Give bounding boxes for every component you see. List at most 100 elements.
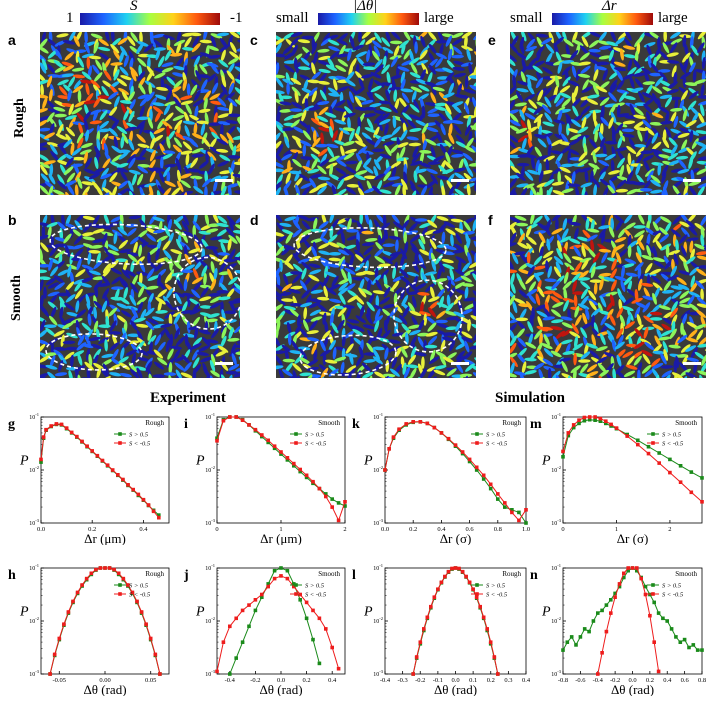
particle	[524, 154, 537, 159]
particle	[117, 226, 128, 236]
particle	[293, 126, 305, 134]
particle	[394, 98, 400, 111]
particle	[535, 293, 541, 306]
particle	[578, 61, 591, 66]
particle	[448, 132, 455, 145]
particle	[434, 365, 447, 370]
data-point	[700, 476, 704, 480]
particle	[292, 112, 305, 119]
particle	[40, 147, 48, 151]
particle	[561, 360, 568, 373]
colorbar-left-label: 1	[66, 10, 74, 26]
particle	[233, 287, 240, 296]
particle	[427, 161, 441, 165]
particle	[616, 307, 624, 319]
micrograph-dtheta-smooth	[276, 215, 476, 378]
y-axis-label: P	[19, 605, 29, 620]
particle	[616, 79, 625, 91]
particle	[619, 130, 626, 142]
particle	[588, 48, 601, 53]
particle	[546, 190, 552, 195]
particle	[311, 42, 317, 55]
particle	[310, 153, 321, 163]
particle	[374, 248, 384, 258]
particle	[610, 111, 617, 124]
x-axis-label: Δr (μm)	[84, 531, 126, 545]
particle	[626, 145, 637, 155]
particle	[383, 274, 388, 287]
particle	[455, 342, 467, 350]
particle	[83, 151, 88, 164]
particle	[300, 357, 311, 365]
particle	[299, 328, 309, 338]
particle	[186, 294, 191, 308]
particle	[40, 84, 44, 97]
particle	[635, 153, 644, 164]
particle	[655, 45, 662, 58]
particle	[629, 103, 636, 116]
particle	[525, 45, 538, 52]
particle	[628, 138, 636, 149]
particle	[435, 80, 448, 86]
particle	[309, 173, 322, 179]
particle	[438, 112, 448, 123]
particle	[454, 172, 466, 180]
particle	[683, 185, 688, 195]
particle	[539, 332, 543, 346]
particle	[139, 105, 145, 118]
y-tick-label: 10-3	[373, 518, 383, 527]
particle	[460, 275, 472, 283]
particle	[466, 166, 474, 177]
particle	[415, 168, 428, 174]
particle	[102, 288, 110, 299]
particle	[101, 353, 114, 359]
particle	[173, 65, 186, 71]
particle	[682, 75, 687, 88]
particle	[96, 138, 101, 151]
legend-title: Smooth	[675, 419, 697, 427]
particle	[599, 123, 604, 136]
particle	[595, 346, 608, 352]
particle	[428, 356, 440, 365]
particle	[109, 172, 118, 183]
particle	[40, 242, 49, 253]
particle	[113, 65, 118, 78]
particle	[71, 257, 84, 262]
data-point	[635, 568, 639, 573]
particle	[427, 113, 440, 118]
particle	[73, 79, 83, 90]
particle	[580, 327, 588, 339]
particle	[336, 39, 348, 46]
particle	[553, 60, 565, 66]
particle	[81, 343, 94, 349]
series-line	[597, 567, 660, 675]
particle	[130, 343, 140, 354]
data-point	[311, 608, 315, 613]
particle	[606, 308, 614, 320]
particle	[679, 362, 688, 372]
particle	[391, 126, 401, 136]
particle	[689, 303, 700, 312]
particle	[427, 336, 438, 345]
particle	[621, 128, 635, 133]
particle	[424, 229, 437, 235]
particle	[518, 148, 531, 154]
particle	[633, 59, 641, 70]
particle	[517, 162, 530, 167]
y-tick-label: 10-2	[373, 616, 383, 625]
particle	[510, 134, 519, 143]
particle	[562, 297, 575, 303]
particle	[571, 273, 581, 283]
particle	[165, 300, 174, 311]
y-tick-label: 10-3	[29, 669, 39, 678]
particle	[366, 279, 371, 292]
particle	[208, 54, 221, 59]
particle	[146, 105, 152, 118]
particle	[40, 373, 46, 378]
particle	[336, 86, 349, 93]
particle	[163, 34, 175, 41]
particle	[379, 118, 391, 125]
data-point	[503, 501, 507, 505]
particle	[435, 52, 448, 59]
x-axis-label: Δθ (rad)	[434, 682, 477, 696]
